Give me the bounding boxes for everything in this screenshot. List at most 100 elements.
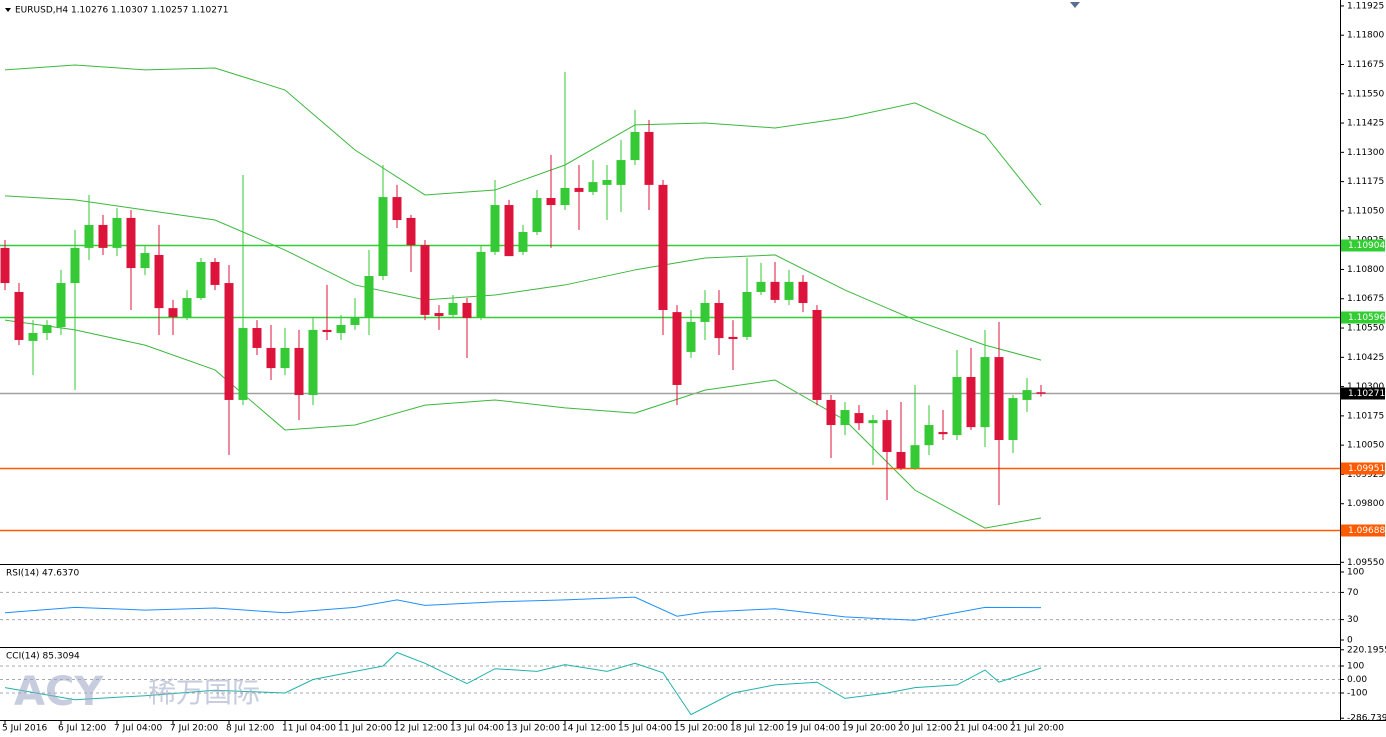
candle-body xyxy=(518,231,528,252)
candle-body xyxy=(854,413,864,424)
menu-arrow xyxy=(5,8,11,12)
candle-body xyxy=(210,261,220,285)
level-label-box xyxy=(1341,524,1385,537)
candle-body xyxy=(252,328,262,348)
y-tick-label: 1.11050 xyxy=(1347,206,1384,216)
level-label: 1.10596 xyxy=(1348,313,1385,323)
y-tick-label: 1.11300 xyxy=(1347,148,1384,158)
candle-body xyxy=(420,245,430,315)
band-upper xyxy=(4,64,1042,206)
candle-body xyxy=(28,332,38,341)
y-tick-label: 70 xyxy=(1347,588,1359,598)
indicator-line xyxy=(4,596,1042,621)
watermark: 稀万国际 xyxy=(148,676,260,709)
candle-body xyxy=(42,324,52,333)
y-tick-label: 1.09550 xyxy=(1347,558,1384,568)
candle-body xyxy=(868,420,878,424)
candle-body xyxy=(434,313,444,317)
candle-body xyxy=(56,283,66,328)
candle-body xyxy=(378,197,388,277)
candle-body xyxy=(602,179,612,185)
candle-body xyxy=(742,291,752,337)
candle-body xyxy=(350,317,360,325)
candle-body xyxy=(112,217,122,248)
candle-body xyxy=(840,410,850,426)
candle-body xyxy=(406,217,416,246)
x-tick-label: 18 Jul 12:00 xyxy=(730,724,784,734)
candle-body xyxy=(882,420,892,452)
candle-body xyxy=(784,281,794,300)
candle-body xyxy=(1036,392,1046,394)
level-label: 1.10271 xyxy=(1348,389,1385,399)
candle-body xyxy=(84,224,94,248)
candle-body xyxy=(140,253,150,269)
y-tick-label: 1.10175 xyxy=(1347,411,1384,421)
candle-body xyxy=(728,336,738,340)
candle-body xyxy=(714,302,724,339)
candle-body xyxy=(686,321,696,352)
candle-body xyxy=(966,376,976,428)
candle-body xyxy=(1022,390,1032,400)
y-tick-label: 0 xyxy=(1347,636,1353,646)
candle-body xyxy=(462,302,472,318)
y-tick-label: 0.00 xyxy=(1347,675,1367,685)
candle-body xyxy=(266,347,276,369)
x-tick-label: 14 Jul 12:00 xyxy=(562,724,616,734)
y-tick-label: 1.09925 xyxy=(1347,470,1384,480)
candle-body xyxy=(308,329,318,396)
x-tick-label: 7 Jul 20:00 xyxy=(170,724,219,734)
candle-body xyxy=(994,357,1004,441)
watermark: ACY xyxy=(14,669,104,715)
y-tick-label: -100 xyxy=(1347,689,1368,699)
candle-body xyxy=(448,302,458,315)
x-tick-label: 12 Jul 12:00 xyxy=(394,724,448,734)
candle-body xyxy=(504,205,514,257)
y-tick-label: 1.11675 xyxy=(1347,60,1384,70)
candle-body xyxy=(770,281,780,300)
level-label: 1.10904 xyxy=(1348,241,1385,251)
candle-body xyxy=(14,291,24,340)
candle-body xyxy=(938,432,948,435)
candle-body xyxy=(616,160,626,185)
y-tick-label: 1.10300 xyxy=(1347,382,1384,392)
y-tick-label: 1.11800 xyxy=(1347,31,1384,41)
panel-title: CCI(14) 85.3094 xyxy=(6,652,80,662)
candle-body xyxy=(238,328,248,400)
y-tick-label: 1.10425 xyxy=(1347,353,1384,363)
y-tick-label: 1.10050 xyxy=(1347,441,1384,451)
candle-body xyxy=(658,184,668,310)
y-tick-label: -286.7395 xyxy=(1347,714,1386,724)
candle-body xyxy=(644,131,654,185)
shift-marker xyxy=(1070,2,1080,8)
panel-title: EURUSD,H4 1.10276 1.10307 1.10257 1.1027… xyxy=(15,6,228,16)
y-tick-label: 1.11425 xyxy=(1347,119,1384,129)
candle-body xyxy=(798,281,808,303)
band-lower xyxy=(4,319,1042,529)
candle-body xyxy=(280,347,290,369)
candle-body xyxy=(476,251,486,318)
candle-body xyxy=(588,182,598,192)
x-tick-label: 7 Jul 04:00 xyxy=(114,724,163,734)
x-tick-label: 5 Jul 2016 xyxy=(2,724,47,734)
level-label-box xyxy=(1341,311,1385,324)
band-middle xyxy=(4,195,1042,361)
level-label-box xyxy=(1341,462,1385,475)
x-tick-label: 13 Jul 20:00 xyxy=(506,724,560,734)
panel-title: RSI(14) 47.6370 xyxy=(6,569,79,579)
candle-body xyxy=(0,247,10,284)
candle-body xyxy=(896,451,906,469)
candle-body xyxy=(224,283,234,400)
y-tick-label: 1.10550 xyxy=(1347,324,1384,334)
candle-body xyxy=(126,217,136,269)
candle-body xyxy=(672,312,682,385)
candle-body xyxy=(322,329,332,333)
candle-body xyxy=(490,205,500,252)
candle-body xyxy=(336,324,346,333)
y-tick-label: 1.11550 xyxy=(1347,89,1384,99)
candle-body xyxy=(630,131,640,161)
candle-body xyxy=(168,308,178,318)
x-tick-label: 11 Jul 04:00 xyxy=(282,724,336,734)
candle-body xyxy=(182,298,192,318)
